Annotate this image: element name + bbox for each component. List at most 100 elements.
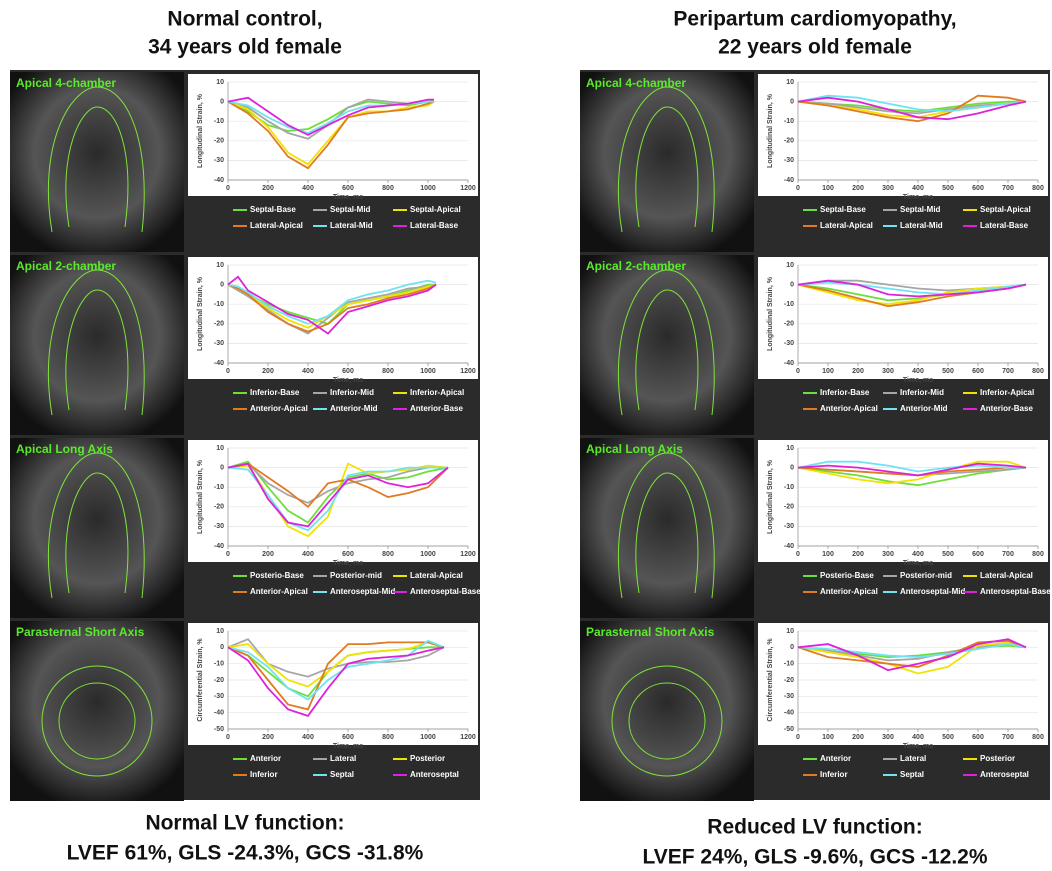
y-axis-label: Longitudinal Strain, % (767, 276, 774, 351)
x-axis-label: Time, ms (333, 560, 363, 567)
legend-label: Septal-Base (250, 205, 296, 214)
x-tick-label: 600 (972, 734, 984, 741)
legend-label: Inferior-Apical (410, 388, 464, 397)
view-label: Apical Long Axis (586, 442, 683, 456)
y-tick-label: 10 (216, 79, 224, 86)
x-tick-label: 100 (822, 551, 834, 558)
x-tick-label: 0 (226, 185, 230, 192)
conclusion: LVEF 24%, GLS -9.6%, GCS -12.2% (642, 846, 987, 869)
legend-label: Inferior-Base (250, 388, 300, 397)
x-tick-label: 500 (942, 185, 954, 192)
legend-label: Anterior-Apical (250, 587, 308, 596)
legend-label: Inferior (250, 770, 278, 779)
y-tick-label: -30 (214, 523, 224, 530)
echo-image (580, 255, 754, 435)
y-tick-label: 10 (786, 628, 794, 635)
x-tick-label: 0 (796, 551, 800, 558)
y-tick-label: -40 (784, 543, 794, 550)
view-label: Apical 2-chamber (586, 259, 686, 273)
x-tick-label: 800 (1032, 185, 1044, 192)
legend-label: Lateral-Base (410, 221, 459, 230)
legend-label: Anterior-Mid (330, 404, 378, 413)
legend-label: Posterior (410, 754, 445, 763)
view-label: Apical 2-chamber (16, 259, 116, 273)
x-tick-label: 400 (912, 185, 924, 192)
x-tick-label: 1000 (420, 185, 436, 192)
x-tick-label: 1200 (460, 734, 476, 741)
y-tick-label: -20 (214, 321, 224, 328)
x-tick-label: 400 (912, 551, 924, 558)
y-tick-label: 10 (216, 445, 224, 452)
echo-image (10, 621, 184, 801)
x-tick-label: 600 (342, 368, 354, 375)
x-tick-label: 300 (882, 734, 894, 741)
y-tick-label: 0 (790, 644, 794, 651)
x-tick-label: 0 (796, 185, 800, 192)
x-tick-label: 300 (882, 551, 894, 558)
x-tick-label: 200 (262, 551, 274, 558)
legend-label: Anterior-Apical (820, 587, 878, 596)
x-tick-label: 800 (382, 368, 394, 375)
y-tick-label: -40 (214, 710, 224, 717)
y-tick-label: -30 (784, 523, 794, 530)
y-tick-label: 10 (786, 79, 794, 86)
x-tick-label: 1000 (420, 734, 436, 741)
legend-label: Lateral-Mid (900, 221, 943, 230)
view-label: Apical 4-chamber (16, 76, 116, 90)
y-tick-label: -40 (214, 543, 224, 550)
x-tick-label: 300 (882, 368, 894, 375)
x-tick-label: 700 (1002, 185, 1014, 192)
x-tick-label: 100 (822, 368, 834, 375)
x-tick-label: 800 (1032, 551, 1044, 558)
legend-label: Lateral (330, 754, 356, 763)
y-axis-label: Longitudinal Strain, % (197, 276, 204, 351)
y-tick-label: -20 (214, 504, 224, 511)
legend-label: Lateral-Apical (410, 571, 463, 580)
x-tick-label: 100 (822, 185, 834, 192)
x-tick-label: 600 (972, 551, 984, 558)
x-tick-label: 400 (912, 368, 924, 375)
x-tick-label: 0 (226, 734, 230, 741)
x-tick-label: 800 (382, 551, 394, 558)
legend-label: Anteroseptal-Mid (900, 587, 965, 596)
y-tick-label: 0 (790, 281, 794, 288)
x-tick-label: 600 (972, 185, 984, 192)
y-tick-label: -40 (784, 710, 794, 717)
x-tick-label: 1200 (460, 185, 476, 192)
legend-label: Posterio-Base (250, 571, 304, 580)
conclusion: Normal LV function: (145, 812, 344, 835)
y-tick-label: -10 (214, 661, 224, 668)
legend-label: Septal-Mid (900, 205, 941, 214)
legend-label: Septal-Base (820, 205, 866, 214)
echo-image (10, 438, 184, 618)
legend-label: Anteroseptal-Mid (330, 587, 395, 596)
legend-label: Posterior-mid (900, 571, 952, 580)
legend-label: Anteroseptal (980, 770, 1029, 779)
echo-image (10, 72, 184, 252)
x-tick-label: 400 (912, 734, 924, 741)
y-tick-label: -20 (784, 504, 794, 511)
y-tick-label: 0 (220, 644, 224, 651)
y-tick-label: -20 (784, 138, 794, 145)
x-tick-label: 600 (342, 185, 354, 192)
x-tick-label: 500 (942, 368, 954, 375)
y-tick-label: -10 (784, 118, 794, 125)
x-tick-label: 100 (822, 734, 834, 741)
x-tick-label: 700 (1002, 368, 1014, 375)
x-tick-label: 200 (852, 185, 864, 192)
legend-label: Septal-Mid (330, 205, 371, 214)
legend-label: Anterior (250, 754, 281, 763)
x-tick-label: 0 (226, 551, 230, 558)
legend-label: Septal (900, 770, 924, 779)
x-tick-label: 600 (342, 551, 354, 558)
legend-label: Inferior (820, 770, 848, 779)
x-axis-label: Time, ms (333, 194, 363, 201)
y-tick-label: -30 (784, 340, 794, 347)
y-tick-label: -10 (784, 661, 794, 668)
x-tick-label: 200 (262, 734, 274, 741)
legend-label: Septal-Apical (980, 205, 1031, 214)
legend-label: Anterior-Base (980, 404, 1033, 413)
x-tick-label: 400 (302, 185, 314, 192)
legend-label: Inferior-Mid (900, 388, 944, 397)
column-heading: 34 years old female (148, 36, 342, 59)
